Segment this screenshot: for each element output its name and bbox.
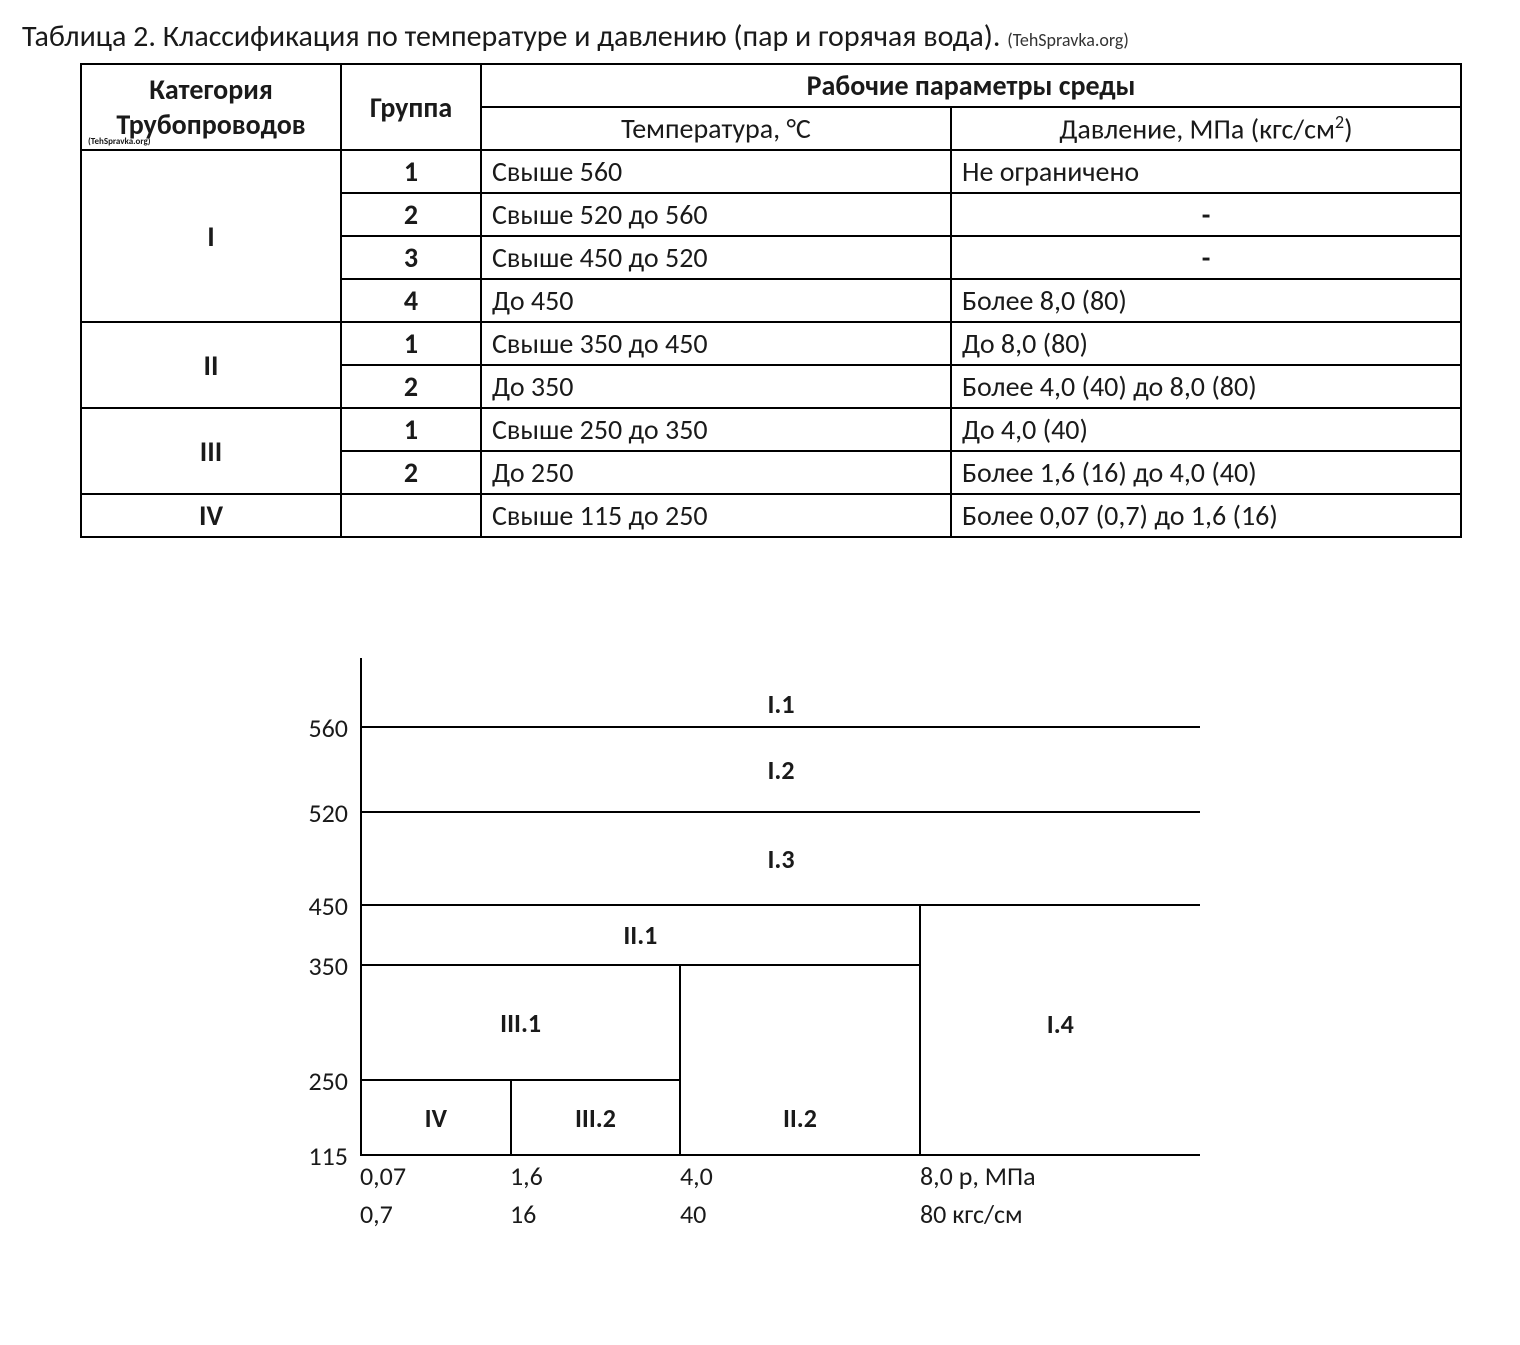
y-axis-label: 520 xyxy=(308,797,360,829)
cell-group: 1 xyxy=(341,322,481,365)
diagram-row: IV III.2 II.2 xyxy=(360,1081,1200,1156)
region-I4-label: I.4 xyxy=(921,966,1200,1081)
x-axis-label: 1,6 xyxy=(510,1160,543,1192)
cell-category: II xyxy=(81,322,341,408)
title-source: (TehSpravka.org) xyxy=(1007,29,1129,51)
table-row: IV Свыше 115 до 250Более 0,07 (0,7) до 1,… xyxy=(81,494,1461,537)
region-I4-upper xyxy=(921,906,1200,966)
x-axis-label: 16 xyxy=(510,1198,536,1230)
cell-group: 1 xyxy=(341,408,481,451)
cell-temperature: Свыше 520 до 560 xyxy=(481,193,951,236)
y-axis-label: 250 xyxy=(308,1065,360,1097)
region-II2: II.2 xyxy=(681,1081,920,1156)
cell-temperature: Свыше 350 до 450 xyxy=(481,322,951,365)
header-pressure: Давление, МПа (кгс/см2) xyxy=(951,107,1461,150)
cell-pressure: - xyxy=(951,236,1461,279)
cell-group: 2 xyxy=(341,193,481,236)
header-pressure-suffix: ) xyxy=(1344,111,1353,146)
diagram-row: I.1 xyxy=(360,658,1200,728)
diagram-row: II.1 xyxy=(360,906,1200,966)
cell-category: III xyxy=(81,408,341,494)
header-params: Рабочие параметры среды xyxy=(481,64,1461,107)
page-title: Таблица 2. Классификация по температуре … xyxy=(22,18,1500,55)
cell-group: 4 xyxy=(341,279,481,322)
x-axis-label: 4,0 xyxy=(680,1160,713,1192)
header-temperature: Температура, °С xyxy=(481,107,951,150)
header-pressure-sup: 2 xyxy=(1335,111,1344,133)
region-II2-upper xyxy=(681,966,920,1081)
region-IV: IV xyxy=(362,1081,512,1156)
x-axis-label: 80 кгс/см xyxy=(920,1198,1023,1230)
region-III1: III.1 xyxy=(362,966,681,1081)
cell-temperature: Свыше 250 до 350 xyxy=(481,408,951,451)
region-I1: I.1 xyxy=(362,658,1200,728)
diagram-row: III.1 I.4 xyxy=(360,966,1200,1081)
table-row: II1Свыше 350 до 450До 8,0 (80) xyxy=(81,322,1461,365)
x-axis-label: 40 xyxy=(680,1198,706,1230)
header-category: Категория Трубопроводов (TehSpravka.org) xyxy=(81,64,341,150)
cell-pressure: Более 1,6 (16) до 4,0 (40) xyxy=(951,451,1461,494)
region-III2: III.2 xyxy=(512,1081,682,1156)
cell-temperature: До 450 xyxy=(481,279,951,322)
pressure-temperature-diagram: I.1 I.2 I.3 II.1 III.1 I.4 xyxy=(360,658,1200,1156)
cell-temperature: До 250 xyxy=(481,451,951,494)
cell-group: 3 xyxy=(341,236,481,279)
cell-pressure: До 8,0 (80) xyxy=(951,322,1461,365)
cell-group xyxy=(341,494,481,537)
region-I3: I.3 xyxy=(362,813,1200,906)
region-I4-lower xyxy=(921,1081,1200,1156)
cell-pressure: До 4,0 (40) xyxy=(951,408,1461,451)
cell-group: 1 xyxy=(341,150,481,193)
cell-category: IV xyxy=(81,494,341,537)
page: Таблица 2. Классификация по температуре … xyxy=(0,0,1520,1264)
cell-temperature: Свыше 450 до 520 xyxy=(481,236,951,279)
x-axis-label: 8,0 р, МПа xyxy=(920,1160,1036,1192)
x-axis-label: 0,07 xyxy=(360,1160,406,1192)
classification-table: Категория Трубопроводов (TehSpravka.org)… xyxy=(80,63,1462,538)
header-group: Группа xyxy=(341,64,481,150)
title-text: Таблица 2. Классификация по температуре … xyxy=(22,18,1000,55)
region-II1: II.1 xyxy=(362,906,921,966)
cell-group: 2 xyxy=(341,451,481,494)
y-axis-label: 350 xyxy=(308,950,360,982)
x-axis-label: 0,7 xyxy=(360,1198,393,1230)
cell-pressure: Более 4,0 (40) до 8,0 (80) xyxy=(951,365,1461,408)
table-row: I1Свыше 560Не ограничено xyxy=(81,150,1461,193)
diagram-row: I.3 xyxy=(360,813,1200,906)
cell-group: 2 xyxy=(341,365,481,408)
header-category-line1: Категория xyxy=(92,72,330,107)
table-head: Категория Трубопроводов (TehSpravka.org)… xyxy=(81,64,1461,150)
table-body: I1Свыше 560Не ограничено2Свыше 520 до 56… xyxy=(81,150,1461,537)
region-I2: I.2 xyxy=(362,728,1200,813)
cell-pressure: Более 8,0 (80) xyxy=(951,279,1461,322)
y-axis-label: 450 xyxy=(308,890,360,922)
diagram-row: I.2 xyxy=(360,728,1200,813)
cell-temperature: До 350 xyxy=(481,365,951,408)
cell-pressure: Более 0,07 (0,7) до 1,6 (16) xyxy=(951,494,1461,537)
header-category-tiny: (TehSpravka.org) xyxy=(88,136,151,147)
cell-category: I xyxy=(81,150,341,322)
cell-pressure: - xyxy=(951,193,1461,236)
header-pressure-prefix: Давление, МПа (кгс/см xyxy=(1059,111,1335,146)
y-axis-label: 560 xyxy=(308,712,360,744)
cell-temperature: Свыше 115 до 250 xyxy=(481,494,951,537)
cell-temperature: Свыше 560 xyxy=(481,150,951,193)
x-axis-row-kgfcm: 0,7164080 кгс/см xyxy=(360,1194,1240,1224)
x-axis-row-mpa: 0,071,64,08,0 р, МПа xyxy=(360,1156,1240,1186)
y-axis-label: 115 xyxy=(308,1140,360,1172)
cell-pressure: Не ограничено xyxy=(951,150,1461,193)
table-row: III1Свыше 250 до 350До 4,0 (40) xyxy=(81,408,1461,451)
diagram-wrap: I.1 I.2 I.3 II.1 III.1 I.4 xyxy=(280,658,1240,1224)
